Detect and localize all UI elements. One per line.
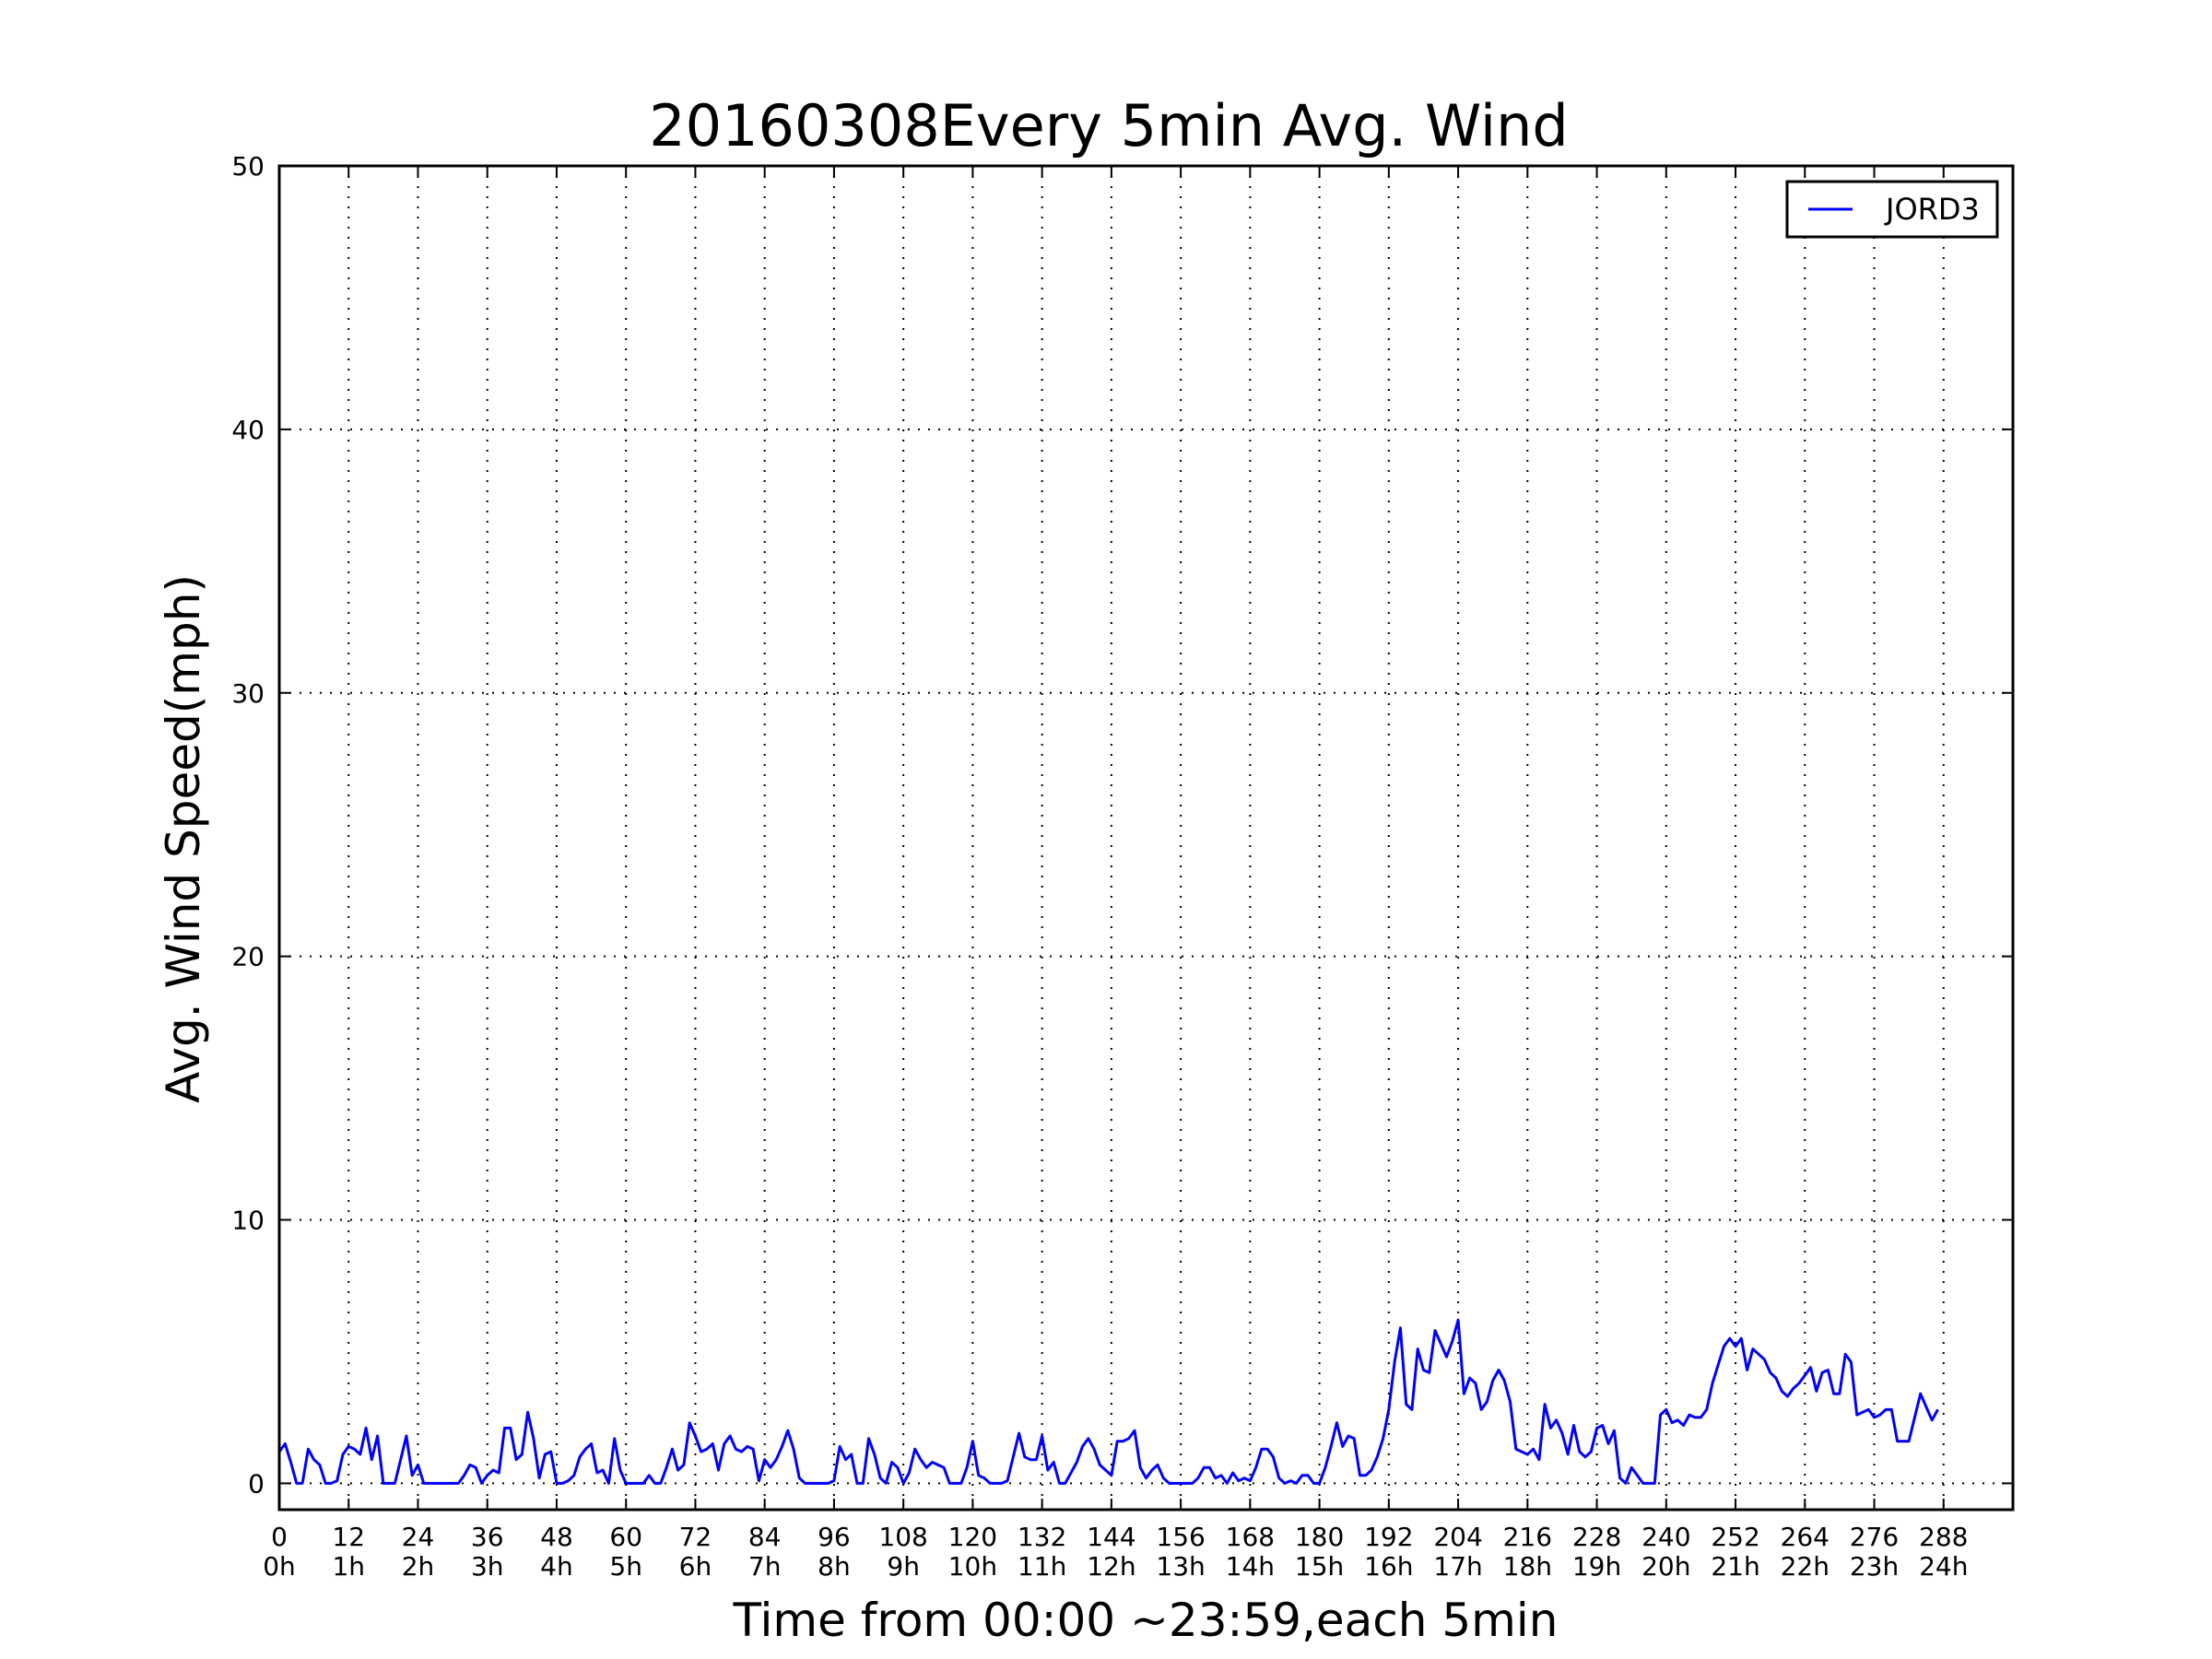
x-tick-label: 60: [609, 1522, 642, 1552]
series-layer: [277, 1318, 1939, 1485]
x-tick-label: 192: [1364, 1522, 1413, 1552]
x-tick-label: 180: [1295, 1522, 1344, 1552]
x-tick-sublabel: 4h: [540, 1551, 573, 1582]
legend-label-jord3: JORD3: [1884, 192, 1980, 227]
x-tick-sublabel: 13h: [1156, 1551, 1205, 1582]
x-tick-sublabel: 6h: [679, 1551, 712, 1582]
x-tick-label: 72: [679, 1522, 712, 1552]
x-tick-label: 84: [748, 1522, 782, 1552]
x-tick-sublabel: 12h: [1087, 1551, 1135, 1582]
x-tick-sublabel: 15h: [1295, 1551, 1344, 1582]
y-tick-label: 10: [231, 1206, 265, 1236]
grid-lines: [279, 166, 2013, 1510]
x-tick-label: 48: [540, 1522, 573, 1552]
x-tick-sublabel: 22h: [1781, 1551, 1830, 1582]
x-tick-label: 240: [1641, 1522, 1690, 1552]
chart-title: 20160308Every 5min Avg. Wind: [649, 92, 1569, 159]
x-tick-label: 96: [818, 1522, 851, 1552]
series-line-jord3: [277, 1318, 1939, 1485]
x-tick-label: 24: [402, 1522, 435, 1552]
x-tick-sublabel: 3h: [471, 1551, 504, 1582]
x-tick-sublabel: 14h: [1226, 1551, 1275, 1582]
x-tick-label: 276: [1850, 1522, 1899, 1552]
y-tick-label: 30: [231, 678, 265, 709]
y-tick-label: 50: [231, 151, 265, 182]
x-tick-sublabel: 10h: [948, 1551, 997, 1582]
x-tick-label: 0: [271, 1522, 288, 1552]
x-tick-label: 156: [1156, 1522, 1205, 1552]
x-tick-label: 168: [1226, 1522, 1275, 1552]
x-tick-label: 108: [878, 1522, 927, 1552]
x-tick-label: 288: [1919, 1522, 1968, 1552]
x-tick-label: 216: [1503, 1522, 1552, 1552]
x-tick-label: 204: [1433, 1522, 1482, 1552]
y-tick-labels: 0 10 20 30 40 50: [231, 151, 265, 1499]
tick-marks: [278, 165, 2013, 1510]
x-tick-label: 252: [1711, 1522, 1759, 1552]
y-tick-label: 40: [231, 415, 265, 445]
x-tick-label: 132: [1018, 1522, 1066, 1552]
x-tick-sublabel: 16h: [1364, 1551, 1413, 1582]
y-axis-label: Avg. Wind Speed(mph): [157, 574, 210, 1103]
x-tick-sublabel: 7h: [748, 1551, 782, 1582]
x-tick-label: 120: [948, 1522, 997, 1552]
x-tick-sublabel: 17h: [1433, 1551, 1482, 1582]
x-tick-label: 36: [471, 1522, 504, 1552]
x-tick-label: 264: [1781, 1522, 1830, 1552]
x-axis-label: Time from 00:00 ~23:59,each 5min: [733, 1594, 1559, 1647]
x-tick-sublabel: 21h: [1711, 1551, 1759, 1582]
x-tick-label: 228: [1572, 1522, 1621, 1552]
x-tick-sublabel: 1h: [332, 1551, 365, 1582]
x-tick-label: 12: [332, 1522, 365, 1552]
x-tick-sublabel: 19h: [1572, 1551, 1621, 1582]
x-tick-sublabel: 23h: [1850, 1551, 1899, 1582]
x-tick-sublabel: 5h: [609, 1551, 642, 1582]
x-tick-sublabel: 24h: [1919, 1551, 1968, 1582]
x-tick-sublabel: 0h: [263, 1551, 296, 1582]
x-tick-sublabel: 11h: [1018, 1551, 1066, 1582]
x-tick-sublabel: 9h: [887, 1551, 920, 1582]
plot-frame: [277, 164, 2015, 1512]
x-tick-sublabel: 18h: [1503, 1551, 1552, 1582]
y-tick-label: 20: [231, 942, 265, 972]
x-tick-label: 144: [1087, 1522, 1135, 1552]
x-tick-sublabel: 8h: [818, 1551, 851, 1582]
y-tick-label: 0: [248, 1468, 265, 1499]
legend: JORD3: [1785, 180, 1999, 239]
x-tick-sublabel: 2h: [402, 1551, 435, 1582]
x-tick-sublabel: 20h: [1641, 1551, 1690, 1582]
